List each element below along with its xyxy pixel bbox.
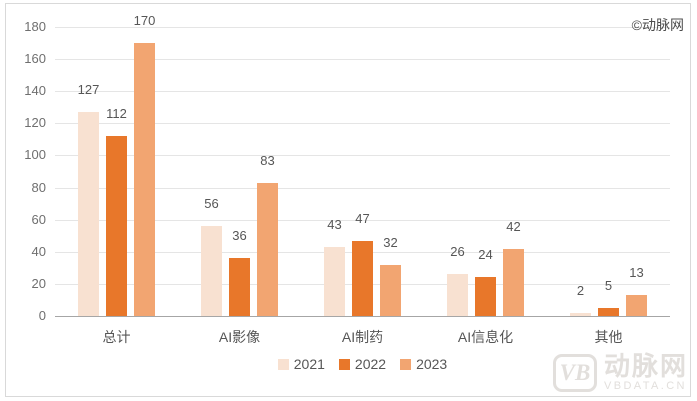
bar-value-label: 170 [133, 13, 156, 29]
logo-text: 动脉网 VBDATA.CN [603, 351, 688, 392]
bar-2023 [257, 182, 278, 316]
bar-value-label: 47 [355, 210, 370, 226]
bar-value-label: 83 [260, 152, 275, 168]
bar-2021 [78, 112, 99, 316]
bar-2021 [324, 246, 345, 316]
legend-swatch [277, 358, 289, 370]
gridline [55, 187, 670, 189]
bar-value-label: 56 [204, 196, 219, 212]
legend-item-2023: 2023 [400, 356, 447, 372]
legend-swatch [400, 358, 412, 370]
bar-value-label: 32 [383, 234, 398, 250]
bar-2022 [598, 307, 619, 316]
vb-logo-mark: VB [552, 354, 597, 392]
legend-label: 2022 [354, 356, 387, 372]
category-label: 总计 [102, 329, 131, 345]
bar-value-label: 2 [576, 282, 585, 298]
legend-item-2021: 2021 [277, 356, 325, 372]
gridline [55, 219, 670, 221]
bar-value-label: 36 [232, 228, 247, 244]
category-label: AI信息化 [457, 329, 514, 345]
bar-2021 [447, 274, 468, 316]
y-axis-tick-label: 100 [24, 147, 46, 163]
legend-swatch [338, 358, 350, 370]
chart-panel-border [5, 3, 691, 397]
chart-legend: 2021 2022 2023 [55, 356, 670, 372]
bar-2022 [106, 136, 127, 316]
y-axis-tick-label: 0 [38, 308, 46, 323]
category-label: AI影像 [218, 329, 261, 345]
logo-name: 动脉网 [603, 351, 688, 381]
category-label: AI制药 [341, 329, 384, 345]
bar-value-label: 5 [604, 277, 613, 293]
bar-2023 [380, 264, 401, 316]
bar-2021 [201, 226, 222, 316]
gridline [55, 91, 670, 93]
y-axis-tick-label: 140 [24, 83, 46, 99]
y-axis-tick-label: 160 [24, 51, 46, 67]
gridline [55, 59, 670, 61]
bar-2022 [352, 240, 373, 316]
bar-2023 [503, 248, 524, 316]
bar-value-label: 24 [478, 247, 493, 263]
gridline [55, 155, 670, 157]
bar-value-label: 112 [106, 106, 127, 122]
logo-domain: VBDATA.CN [603, 380, 687, 392]
vbdata-logo: VB 动脉网 VBDATA.CN [552, 351, 688, 392]
y-axis-tick-label: 120 [24, 115, 46, 131]
gridline [55, 27, 670, 28]
copyright-watermark: ©动脉网 [631, 17, 684, 33]
x-axis-line [55, 316, 670, 317]
gridline [55, 123, 670, 125]
bar-2021 [570, 312, 591, 316]
bar-2023 [626, 295, 647, 316]
legend-item-2022: 2022 [338, 356, 387, 372]
bar-value-label: 43 [327, 216, 342, 232]
vb-logo-letters: VB [559, 360, 591, 385]
y-axis-tick-label: 60 [31, 211, 46, 227]
y-axis-tick-label: 80 [31, 179, 46, 195]
bar-2023 [134, 43, 155, 316]
y-axis-tick-label: 20 [31, 275, 46, 291]
y-axis-tick-label: 40 [31, 243, 46, 259]
bar-value-label: 127 [77, 82, 100, 98]
legend-label: 2021 [293, 356, 325, 372]
bar-2022 [475, 277, 496, 316]
y-axis-tick-label: 180 [24, 19, 46, 34]
bar-value-label: 13 [629, 265, 644, 281]
bar-2022 [229, 258, 250, 316]
bar-value-label: 26 [450, 244, 465, 260]
bar-value-label: 42 [506, 218, 521, 234]
category-label: 其他 [594, 329, 623, 345]
legend-label: 2023 [416, 356, 448, 372]
